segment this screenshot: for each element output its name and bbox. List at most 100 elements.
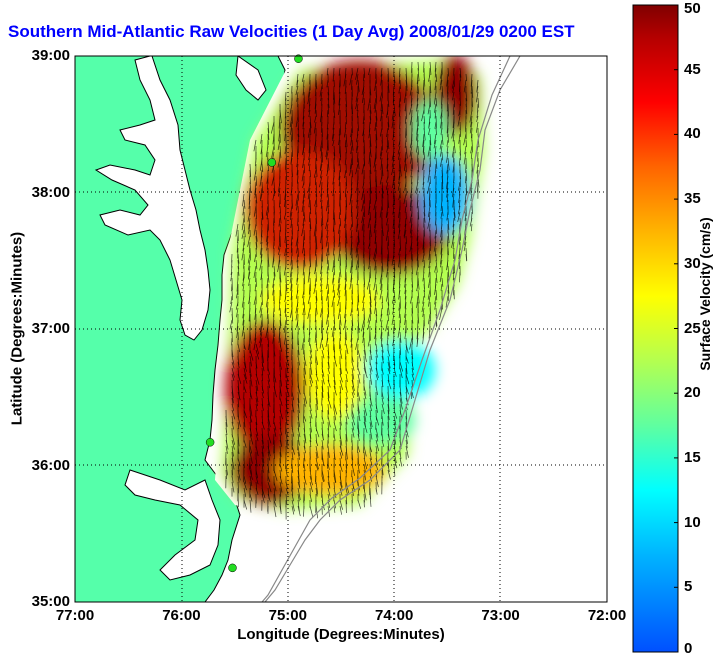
velocity-vector <box>320 193 323 203</box>
velocity-vector <box>351 367 355 380</box>
velocity-vector <box>350 133 353 146</box>
velocity-vector <box>237 421 240 429</box>
colorbar-label: Surface Velocity (cm/s) <box>697 217 713 371</box>
velocity-vector <box>325 145 329 158</box>
velocity-vector <box>248 295 251 305</box>
velocity-vector <box>273 349 276 357</box>
x-tick-label: 74:00 <box>375 607 414 624</box>
velocity-vector <box>391 109 395 121</box>
velocity-vector <box>237 463 240 472</box>
velocity-vector <box>439 139 443 150</box>
velocity-vector <box>357 367 361 376</box>
velocity-vector <box>416 295 419 308</box>
velocity-vector <box>308 103 311 113</box>
velocity-vector <box>399 457 403 467</box>
velocity-vector <box>452 217 455 228</box>
velocity-vector <box>253 139 257 152</box>
velocity-vector <box>386 127 389 138</box>
velocity-vector <box>351 319 353 331</box>
velocity-vector <box>386 175 389 183</box>
velocity-vector <box>405 145 408 159</box>
velocity-vector <box>247 271 251 280</box>
velocity-vector <box>409 187 413 199</box>
velocity-vector <box>416 337 419 347</box>
velocity-vector <box>333 505 336 513</box>
velocity-vector <box>333 421 337 432</box>
velocity-vector <box>236 307 239 318</box>
velocity-vector <box>422 271 425 282</box>
velocity-vector <box>357 229 360 243</box>
velocity-vector <box>327 157 330 171</box>
velocity-vector <box>303 373 307 386</box>
radar-station-marker <box>267 158 277 167</box>
velocity-vector <box>405 409 408 420</box>
velocity-vector <box>309 475 313 486</box>
velocity-vector <box>409 199 413 211</box>
velocity-vector <box>332 127 335 140</box>
velocity-vector <box>265 295 269 308</box>
velocity-vector <box>355 223 359 232</box>
velocity-vector <box>326 169 329 177</box>
velocity-vector <box>345 97 348 107</box>
velocity-vector <box>409 241 413 252</box>
velocity-vector <box>231 403 235 412</box>
x-tick-label: 77:00 <box>55 607 95 624</box>
velocity-vector <box>367 97 371 111</box>
velocity-vector <box>315 253 318 267</box>
velocity-vector <box>387 325 390 337</box>
velocity-vector <box>386 145 389 153</box>
velocity-vector <box>249 469 253 480</box>
velocity-vector <box>261 397 264 407</box>
velocity-vector <box>410 169 413 178</box>
velocity-vector <box>297 469 300 483</box>
velocity-vector <box>429 79 432 94</box>
velocity-vector <box>266 229 269 243</box>
velocity-vector <box>428 295 431 307</box>
velocity-vector <box>350 271 353 283</box>
velocity-vector <box>261 211 263 220</box>
velocity-vector <box>295 115 299 128</box>
velocity-vector <box>249 445 253 454</box>
velocity-vector <box>309 115 312 129</box>
velocity-vector <box>237 361 240 369</box>
velocity-vector <box>363 439 365 454</box>
velocity-vector <box>279 445 282 457</box>
velocity-vector <box>289 103 293 115</box>
radar-station-marker <box>205 438 215 447</box>
velocity-vector <box>266 241 269 251</box>
velocity-vector <box>273 499 277 508</box>
velocity-vector <box>279 451 281 464</box>
velocity-vector <box>315 151 318 162</box>
velocity-vector <box>315 271 317 282</box>
velocity-vector <box>476 85 479 93</box>
velocity-vector <box>279 271 282 283</box>
velocity-vector <box>279 427 283 436</box>
velocity-vector <box>266 235 269 246</box>
velocity-vector <box>427 205 431 218</box>
velocity-vector <box>345 445 348 460</box>
velocity-vector <box>327 91 330 101</box>
velocity-vector <box>261 487 266 499</box>
velocity-vector <box>278 331 281 344</box>
velocity-vector <box>379 289 383 300</box>
velocity-vector <box>405 235 407 244</box>
velocity-vector <box>297 133 300 143</box>
velocity-vector <box>357 427 360 438</box>
velocity-vector <box>291 487 293 496</box>
velocity-vector <box>387 361 391 372</box>
velocity-vector <box>387 367 391 375</box>
velocity-vector <box>470 151 473 159</box>
velocity-vector <box>459 67 462 78</box>
velocity-vector <box>453 211 456 221</box>
velocity-vector <box>285 415 288 425</box>
velocity-vector <box>380 319 383 328</box>
velocity-vector <box>369 397 373 407</box>
velocity-vector <box>434 169 437 179</box>
colorbar <box>632 4 679 653</box>
velocity-vector <box>303 253 306 267</box>
velocity-vector <box>267 253 270 267</box>
velocity-vector <box>273 433 275 445</box>
velocity-vector <box>297 475 301 487</box>
velocity-vector <box>351 79 353 90</box>
